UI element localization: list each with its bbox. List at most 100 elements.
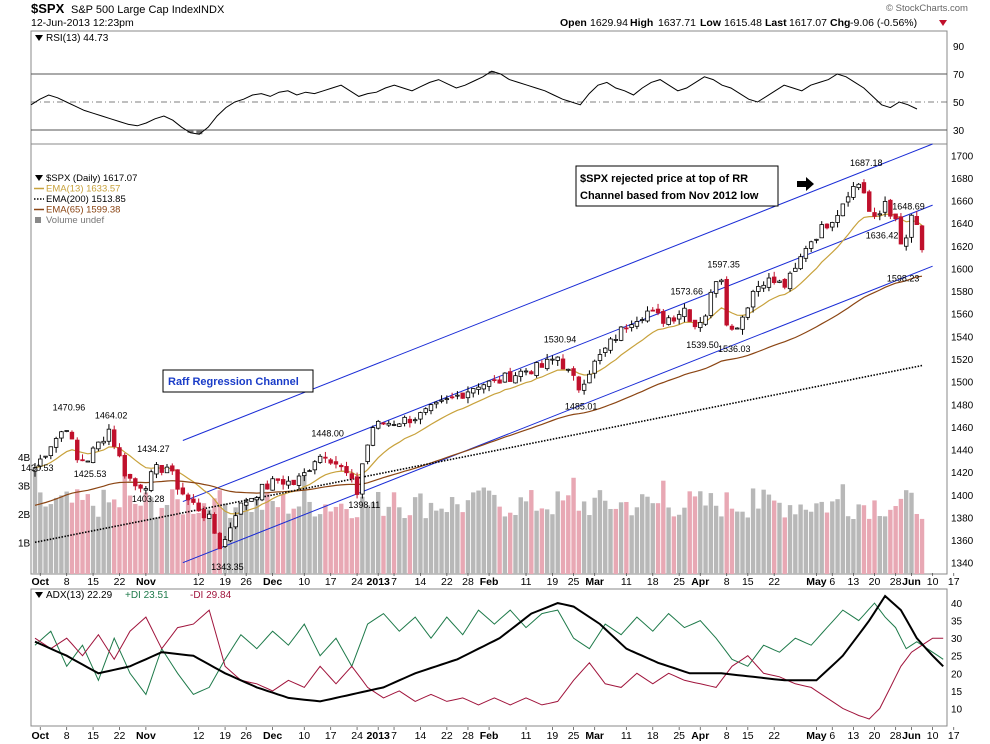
- adx-legend-ndi: -DI 29.84: [190, 590, 232, 601]
- volume-bar: [845, 516, 851, 574]
- price-label: 1573.66: [670, 286, 703, 296]
- candle-body: [286, 480, 291, 486]
- adx-tick-label: 25: [951, 652, 963, 663]
- x-tick-label: 17: [948, 730, 960, 742]
- volume-bar: [523, 501, 529, 574]
- rsi-extreme-fill: [196, 130, 203, 135]
- volume-bar: [133, 503, 138, 574]
- x-tick-label: 25: [568, 730, 580, 742]
- candle-body: [259, 483, 265, 501]
- price-label: 1398.11: [348, 500, 380, 510]
- candle-body: [618, 326, 624, 341]
- candle-body: [735, 327, 740, 330]
- volume-bar: [497, 506, 502, 574]
- volume-bar: [898, 498, 904, 574]
- candle-body: [375, 420, 381, 429]
- price-label: 1464.02: [95, 410, 128, 420]
- volume-bar: [597, 490, 603, 574]
- volume-bar: [782, 517, 787, 574]
- ema65-line: [34, 275, 923, 506]
- volume-bar: [175, 499, 180, 574]
- x-tick-label: 19: [547, 730, 559, 742]
- volume-bar: [729, 508, 735, 574]
- volume-bar: [460, 512, 465, 574]
- price-tick-label: 1560: [951, 310, 974, 321]
- volume-bar: [867, 518, 872, 574]
- candle-body: [703, 315, 708, 325]
- candle-body: [476, 386, 481, 390]
- arrow-right-icon: [797, 177, 814, 191]
- x-tick-label: 22: [768, 730, 780, 742]
- x-tick-label: 22: [114, 730, 126, 742]
- volume-bar: [808, 511, 814, 574]
- candle-body: [629, 324, 634, 328]
- candle-body: [497, 379, 502, 384]
- volume-series: [32, 469, 925, 574]
- volume-bar: [59, 495, 64, 574]
- candle-body: [803, 248, 809, 259]
- candle-body: [909, 214, 914, 238]
- candle-body: [265, 483, 270, 490]
- candle-body: [845, 196, 851, 203]
- candle-body: [856, 183, 861, 189]
- volume-bar: [518, 497, 523, 574]
- candle-body: [719, 279, 724, 283]
- volume-bar: [328, 511, 333, 574]
- candle-body: [613, 339, 618, 341]
- candle-body: [650, 309, 655, 312]
- x-tick-label: 28: [890, 730, 902, 742]
- volume-tick-label: 1B: [18, 539, 31, 550]
- x-tick-label: Nov: [136, 576, 156, 588]
- volume-bar: [275, 507, 281, 574]
- x-tick-label: 7: [391, 576, 397, 588]
- volume-bar: [476, 490, 481, 574]
- volume-bar: [233, 507, 238, 574]
- volume-bar: [750, 488, 756, 574]
- volume-bar: [634, 507, 640, 574]
- candle-body: [312, 461, 318, 471]
- volume-bar: [571, 477, 576, 574]
- volume-bar: [407, 515, 413, 574]
- volume-bar: [618, 502, 624, 574]
- legend-entry: $SPX (Daily) 1617.07: [46, 173, 137, 184]
- volume-bar: [386, 506, 391, 574]
- volume-bar: [703, 505, 708, 574]
- adx-tick-label: 40: [951, 599, 963, 610]
- candle-body: [90, 447, 96, 464]
- volume-bar: [296, 506, 302, 574]
- candle-body: [85, 460, 90, 463]
- volume-bar: [682, 507, 687, 574]
- volume-bar: [814, 503, 819, 574]
- ema13-line: [34, 213, 923, 515]
- candle-body: [471, 388, 476, 394]
- volume-bar: [550, 514, 555, 574]
- x-tick-label: 19: [547, 576, 559, 588]
- volume-bar: [624, 501, 629, 574]
- candle-body: [354, 476, 360, 495]
- candle-body: [671, 317, 677, 322]
- candle-body: [38, 458, 43, 467]
- annotation-box: [575, 165, 779, 207]
- price-label: 1598.23: [887, 273, 920, 283]
- volume-bar: [180, 514, 186, 574]
- volume-bar: [719, 516, 724, 574]
- candle-body: [603, 347, 608, 353]
- volume-bar: [486, 490, 492, 574]
- x-tick-label: Oct: [32, 576, 50, 588]
- candle-body: [835, 215, 840, 223]
- x-tick-label: 10: [298, 730, 310, 742]
- volume-bar: [244, 499, 249, 574]
- volume-bar: [735, 511, 740, 574]
- volume-bar: [613, 508, 618, 574]
- volume-bar: [117, 507, 122, 574]
- candle-body: [222, 539, 228, 547]
- open-value: 1629.94: [590, 17, 628, 29]
- volume-bar: [492, 494, 497, 574]
- candle-body: [423, 408, 428, 413]
- price-label: 1425.53: [74, 469, 107, 479]
- volume-bar: [904, 490, 909, 574]
- candle-body: [48, 446, 54, 457]
- candle-body: [143, 488, 149, 491]
- volume-bar: [96, 516, 101, 574]
- x-axis-bottom: Oct 8 15 22 Nov 12 19 26 Dec 10 17 24 2013 7 14 22 28 Feb…: [32, 727, 960, 742]
